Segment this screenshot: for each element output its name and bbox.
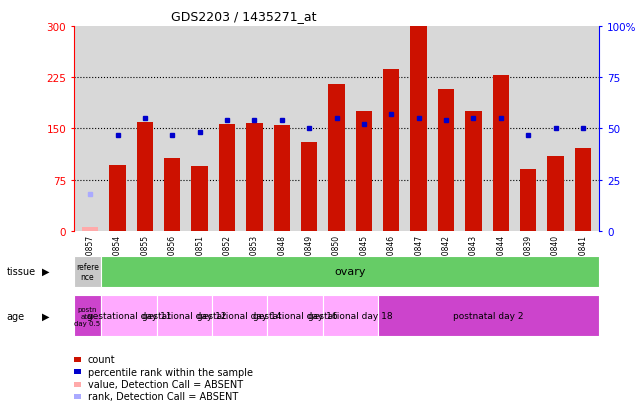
Bar: [74, 256, 101, 287]
Bar: [378, 295, 599, 337]
Bar: [322, 295, 378, 337]
Bar: [192, 166, 208, 231]
Bar: [164, 158, 181, 231]
Text: gestational day 18: gestational day 18: [308, 311, 393, 320]
Bar: [465, 112, 481, 231]
Text: value, Detection Call = ABSENT: value, Detection Call = ABSENT: [88, 379, 243, 389]
Bar: [547, 156, 563, 231]
Bar: [383, 70, 399, 231]
Text: tissue: tissue: [6, 266, 35, 277]
Text: refere
nce: refere nce: [76, 262, 99, 281]
Bar: [110, 165, 126, 231]
Bar: [137, 122, 153, 231]
Text: gestational day 11: gestational day 11: [87, 311, 171, 320]
Text: ovary: ovary: [335, 266, 366, 277]
Bar: [267, 295, 322, 337]
Bar: [438, 90, 454, 231]
Text: ▶: ▶: [42, 266, 50, 277]
Text: percentile rank within the sample: percentile rank within the sample: [88, 367, 253, 377]
Text: rank, Detection Call = ABSENT: rank, Detection Call = ABSENT: [88, 392, 238, 401]
Bar: [82, 228, 98, 231]
Text: gestational day 12: gestational day 12: [142, 311, 227, 320]
Bar: [301, 143, 317, 231]
Bar: [156, 295, 212, 337]
Text: postn
atal
day 0.5: postn atal day 0.5: [74, 306, 101, 326]
Bar: [101, 295, 156, 337]
Bar: [410, 27, 427, 231]
Text: ▶: ▶: [42, 311, 50, 321]
Text: gestational day 16: gestational day 16: [253, 311, 337, 320]
Text: gestational day 14: gestational day 14: [197, 311, 282, 320]
Text: postnatal day 2: postnatal day 2: [453, 311, 524, 320]
Bar: [520, 170, 537, 231]
Bar: [274, 126, 290, 231]
Text: GDS2203 / 1435271_at: GDS2203 / 1435271_at: [171, 10, 316, 23]
Bar: [212, 295, 267, 337]
Bar: [219, 124, 235, 231]
Bar: [328, 85, 345, 231]
Text: count: count: [88, 354, 115, 364]
Text: age: age: [6, 311, 24, 321]
Bar: [575, 148, 591, 231]
Bar: [356, 112, 372, 231]
Bar: [74, 295, 101, 337]
Bar: [246, 123, 263, 231]
Bar: [492, 76, 509, 231]
